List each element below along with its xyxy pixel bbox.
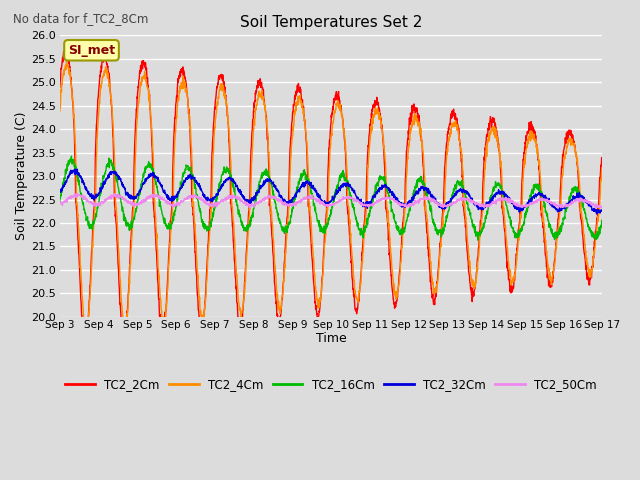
X-axis label: Time: Time	[316, 332, 346, 346]
TC2_32Cm	[56, 190, 63, 195]
TC2_50Cm	[598, 205, 606, 211]
TC2_50Cm	[361, 202, 369, 208]
TC2_32Cm	[598, 207, 606, 213]
Line: TC2_4Cm: TC2_4Cm	[60, 61, 602, 336]
TC2_2Cm	[598, 155, 606, 161]
TC2_4Cm	[598, 164, 606, 169]
Title: Soil Temperatures Set 2: Soil Temperatures Set 2	[240, 15, 422, 30]
Line: TC2_32Cm: TC2_32Cm	[60, 169, 602, 214]
TC2_2Cm	[56, 84, 63, 90]
TC2_4Cm	[304, 159, 312, 165]
TC2_4Cm	[56, 108, 63, 114]
Y-axis label: Soil Temperature (C): Soil Temperature (C)	[15, 112, 28, 240]
TC2_4Cm	[83, 334, 90, 339]
TC2_32Cm	[548, 204, 556, 209]
TC2_50Cm	[533, 197, 541, 203]
Legend: TC2_2Cm, TC2_4Cm, TC2_16Cm, TC2_32Cm, TC2_50Cm: TC2_2Cm, TC2_4Cm, TC2_16Cm, TC2_32Cm, TC…	[61, 373, 602, 396]
TC2_16Cm	[361, 227, 369, 233]
TC2_2Cm	[464, 252, 472, 257]
TC2_4Cm	[464, 239, 472, 245]
TC2_16Cm	[598, 220, 606, 226]
Text: No data for f_TC2_8Cm: No data for f_TC2_8Cm	[13, 12, 148, 25]
Line: TC2_50Cm: TC2_50Cm	[60, 193, 602, 208]
TC2_16Cm	[56, 201, 63, 206]
Line: TC2_16Cm: TC2_16Cm	[60, 156, 602, 240]
TC2_4Cm	[598, 164, 606, 169]
TC2_4Cm	[533, 144, 541, 149]
TC2_32Cm	[598, 208, 606, 214]
TC2_50Cm	[591, 205, 599, 211]
TC2_2Cm	[598, 158, 606, 164]
TC2_16Cm	[533, 186, 541, 192]
TC2_32Cm	[533, 192, 541, 197]
TC2_16Cm	[304, 179, 312, 184]
TC2_32Cm	[361, 203, 369, 208]
TC2_50Cm	[56, 200, 63, 206]
TC2_2Cm	[533, 146, 541, 152]
TC2_50Cm	[463, 196, 471, 202]
TC2_32Cm	[593, 211, 600, 217]
TC2_32Cm	[72, 167, 80, 172]
TC2_50Cm	[304, 195, 312, 201]
Text: SI_met: SI_met	[68, 44, 115, 57]
Line: TC2_2Cm: TC2_2Cm	[60, 43, 602, 347]
TC2_16Cm	[68, 153, 76, 159]
TC2_16Cm	[549, 233, 557, 239]
TC2_2Cm	[82, 344, 90, 349]
TC2_16Cm	[598, 216, 606, 222]
TC2_4Cm	[63, 58, 70, 64]
TC2_16Cm	[474, 237, 482, 243]
TC2_2Cm	[304, 181, 312, 187]
TC2_4Cm	[362, 218, 369, 224]
TC2_50Cm	[548, 200, 556, 206]
TC2_2Cm	[549, 279, 557, 285]
TC2_32Cm	[463, 189, 471, 194]
TC2_16Cm	[463, 201, 471, 207]
TC2_2Cm	[62, 40, 70, 46]
TC2_4Cm	[549, 274, 557, 279]
TC2_50Cm	[74, 191, 81, 196]
TC2_32Cm	[304, 179, 312, 185]
TC2_2Cm	[362, 206, 369, 212]
TC2_50Cm	[598, 204, 606, 209]
